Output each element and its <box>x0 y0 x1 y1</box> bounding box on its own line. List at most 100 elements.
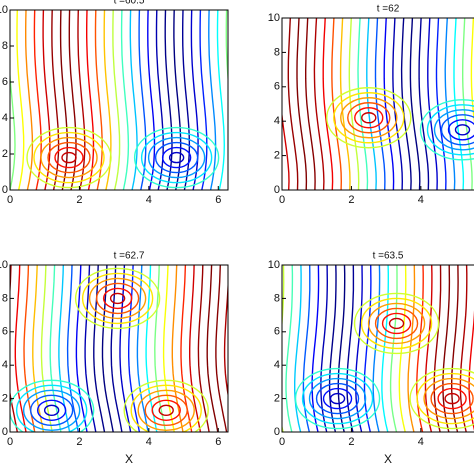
contour-loop <box>447 119 474 141</box>
y-tick-label: 10 <box>268 259 280 271</box>
contour-loop <box>347 102 391 134</box>
contour-line <box>215 265 228 432</box>
contour-line <box>302 265 311 432</box>
contour-line <box>435 18 447 190</box>
contour-loop <box>294 367 381 430</box>
y-tick-label: 2 <box>2 393 8 405</box>
panel-title: t =62 <box>377 4 400 15</box>
contour-line <box>294 265 302 432</box>
y-tick-label: 8 <box>2 40 8 52</box>
contour-loop <box>340 97 398 139</box>
x-tick-label: 4 <box>146 194 152 206</box>
x-tick-label: 2 <box>348 194 354 206</box>
contour-loop <box>161 146 192 169</box>
contour-line <box>409 18 421 190</box>
contour-line <box>206 265 219 432</box>
contour-line <box>110 265 123 432</box>
contour-line <box>225 10 228 190</box>
contour-loop <box>315 382 360 415</box>
contour-line <box>223 273 228 399</box>
contour-loop <box>388 317 405 330</box>
panel-title: t =60.5 <box>114 0 145 7</box>
contour-loop <box>102 287 133 310</box>
contour-line <box>282 265 285 432</box>
x-axis-label: X <box>125 452 133 466</box>
contour-loop <box>109 292 126 305</box>
contour-line <box>180 265 193 432</box>
contour-line <box>10 265 18 432</box>
contour-line <box>407 265 416 432</box>
y-tick-label: 4 <box>2 359 8 371</box>
contour-loop <box>54 146 84 169</box>
contour-loop <box>433 109 474 151</box>
contour-line <box>427 18 438 190</box>
x-tick-label: 4 <box>146 436 152 448</box>
contour-line <box>470 18 474 124</box>
contour-field <box>282 18 474 190</box>
contour-line <box>154 265 167 432</box>
contour-loop <box>329 392 346 405</box>
contour-loop <box>133 126 220 189</box>
contour-loop <box>374 307 419 340</box>
contour-line <box>305 18 316 190</box>
contour-line <box>199 10 208 190</box>
contour-line <box>23 265 36 432</box>
plot-frame <box>9 264 229 433</box>
contour-line <box>311 265 320 432</box>
contour-loop <box>426 104 474 156</box>
contour-line <box>25 10 34 190</box>
contour-line <box>94 10 103 190</box>
contour-line <box>216 10 226 190</box>
contour-line <box>162 265 175 432</box>
contour-line <box>442 265 451 432</box>
contour-loop <box>308 377 367 420</box>
plot-frame <box>281 264 474 433</box>
contour-line <box>138 10 147 190</box>
contour-loop <box>130 384 202 432</box>
contour-loop <box>367 302 426 345</box>
contour-line <box>366 18 377 190</box>
contour-line <box>120 10 130 190</box>
contour-line <box>14 265 27 432</box>
contour-loop <box>47 141 91 174</box>
contour-line <box>66 265 79 432</box>
contour-loop <box>40 136 98 179</box>
x-tick-label: 0 <box>279 436 285 448</box>
contour-loop <box>381 312 412 335</box>
contour-line <box>444 18 456 190</box>
contour-loop <box>158 404 174 416</box>
contour-line <box>400 18 412 190</box>
contour-loop <box>168 151 185 164</box>
x-tick-label: 6 <box>215 436 221 448</box>
contour-line <box>462 18 473 190</box>
contour-loop <box>437 387 467 410</box>
contour-line <box>418 18 430 190</box>
contour-line <box>372 265 381 432</box>
contour-loop <box>36 399 67 421</box>
contour-line <box>381 265 389 432</box>
y-tick-label: 6 <box>274 326 280 338</box>
contour-loop <box>419 99 474 161</box>
contour-line <box>136 265 149 432</box>
contour-loop <box>444 392 460 405</box>
contour-line <box>77 10 86 190</box>
contour-line <box>282 18 290 190</box>
y-tick-label: 8 <box>274 292 280 304</box>
contour-line <box>287 18 299 190</box>
contour-line <box>363 265 372 432</box>
contour-line <box>42 10 51 190</box>
contour-loop <box>409 367 474 430</box>
contour-line <box>208 10 217 190</box>
contour-line <box>433 265 442 432</box>
contour-loop <box>301 372 374 425</box>
contour-line <box>348 18 360 190</box>
contour-loop <box>88 277 147 320</box>
y-tick-label: 4 <box>2 112 8 124</box>
contour-loop <box>26 126 112 189</box>
contour-line <box>313 18 325 190</box>
y-tick-label: 6 <box>2 76 8 88</box>
x-tick-label: 2 <box>348 436 354 448</box>
contour-line <box>331 18 343 190</box>
contour-line <box>328 265 337 432</box>
